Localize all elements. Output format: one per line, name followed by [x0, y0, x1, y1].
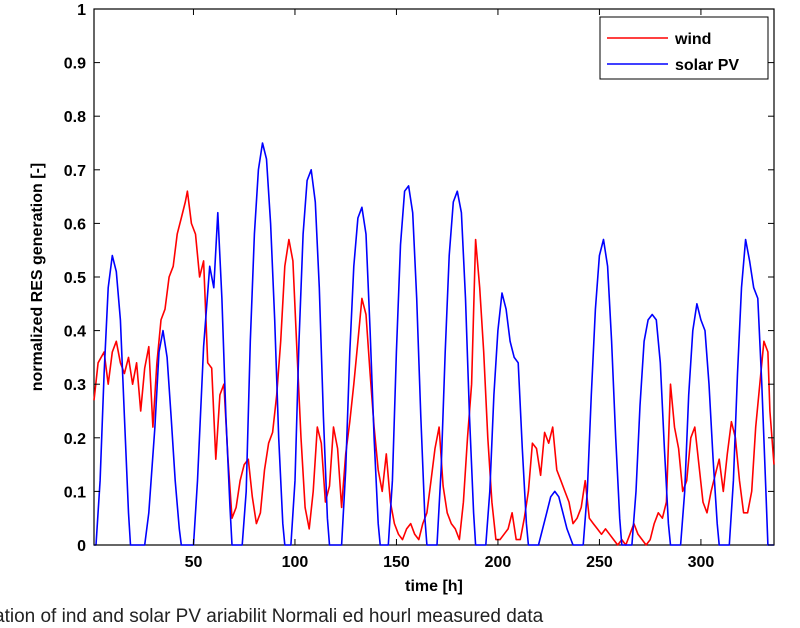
- y-tick-label: 0.4: [64, 324, 86, 341]
- figure-caption: ation of ind and solar PV ariabilit Norm…: [0, 606, 544, 627]
- legend: wind solar PV: [599, 16, 769, 80]
- x-tick-label: 50: [185, 554, 203, 571]
- x-tick-label: 300: [688, 554, 715, 571]
- legend-label-wind: wind: [674, 31, 711, 48]
- y-axis-label: normalized RES generation [-]: [29, 163, 46, 391]
- y-tick-label: 0.9: [64, 56, 86, 73]
- legend-box: [599, 16, 769, 80]
- y-tick-label: 0.6: [64, 216, 86, 233]
- series-line-wind: [93, 190, 775, 546]
- plot-area: 50 100 150 200 250 300 0 0.1 0.2 0.3 0.4 0.5 0.6 0.7…: [64, 2, 775, 571]
- y-tick-label: 0.7: [64, 163, 86, 180]
- y-tick-label: 0.2: [64, 431, 86, 448]
- x-tick-label: 150: [383, 554, 410, 571]
- y-tick-label: 0.1: [64, 484, 86, 501]
- y-tick-label: 0.5: [64, 270, 86, 287]
- y-axis-ticks: 0 0.1 0.2 0.3 0.4 0.5 0.6 0.7 0.8 0.9 1: [64, 2, 774, 555]
- series-layer: [93, 142, 775, 546]
- y-tick-label: 0.8: [64, 109, 86, 126]
- legend-label-solar-pv: solar PV: [675, 57, 739, 74]
- x-tick-label: 200: [485, 554, 512, 571]
- x-tick-label: 100: [282, 554, 309, 571]
- x-axis-label: time [h]: [405, 578, 463, 595]
- y-tick-label: 0.3: [64, 377, 86, 394]
- y-tick-label: 1: [77, 2, 86, 19]
- x-axis-ticks: 50 100 150 200 250 300: [185, 9, 715, 571]
- plot-frame: [93, 8, 775, 546]
- x-tick-label: 250: [586, 554, 613, 571]
- y-tick-label: 0: [77, 538, 86, 555]
- series-line-solar-pv: [94, 142, 774, 546]
